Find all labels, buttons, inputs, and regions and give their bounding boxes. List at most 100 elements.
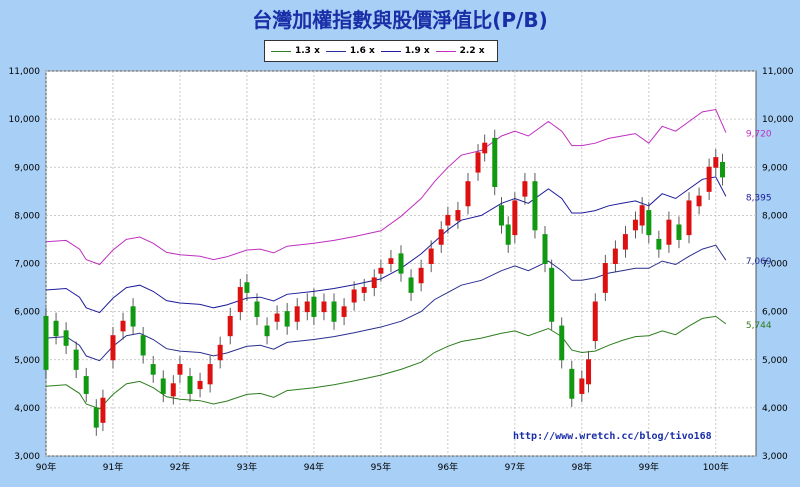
- y-tick-label-left: 9,000: [14, 163, 40, 173]
- candle-body: [475, 152, 481, 173]
- y-tick-label-left: 5,000: [14, 356, 40, 366]
- watermark-url: http://www.wretch.cc/blog/tivo168: [513, 431, 712, 442]
- pb-line-22: [45, 108, 727, 266]
- candle-body: [505, 224, 511, 245]
- pb-end-label: 8,395: [746, 193, 772, 203]
- legend-swatch: [271, 50, 291, 52]
- pb-end-label: 7,069: [746, 257, 772, 267]
- candle-body: [294, 306, 300, 322]
- candle-body: [622, 234, 628, 250]
- legend-item: 1.3 x: [271, 46, 320, 56]
- y-tick-label-left: 6,000: [14, 308, 40, 318]
- candle-body: [706, 166, 712, 192]
- candle-body: [177, 364, 183, 375]
- candle-body: [150, 364, 156, 375]
- candle-body: [512, 200, 518, 236]
- candle-body: [93, 407, 99, 428]
- candle-body: [341, 306, 347, 317]
- legend-label: 1.6 x: [349, 46, 375, 56]
- candle-body: [170, 383, 176, 397]
- candle-body: [445, 214, 451, 226]
- candle-body: [264, 325, 270, 337]
- candle-body: [542, 234, 548, 264]
- candle-body: [612, 248, 618, 264]
- candle-body: [254, 301, 260, 317]
- y-tick-label-right: 11,000: [762, 67, 794, 77]
- candle-body: [197, 380, 203, 390]
- candle-body: [592, 301, 598, 341]
- x-tick-label: 94年: [304, 461, 324, 473]
- pb-line-16: [45, 244, 727, 362]
- candle-body: [676, 224, 682, 240]
- x-tick-label: 92年: [170, 461, 190, 473]
- candle-body: [666, 219, 672, 245]
- candle-body: [713, 157, 719, 168]
- candle-body: [656, 238, 662, 250]
- pb-end-label: 9,720: [746, 130, 772, 140]
- candle-body: [602, 263, 608, 293]
- legend-item: 2.2 x: [435, 46, 485, 56]
- candle-body: [140, 335, 146, 356]
- legend-swatch: [325, 50, 346, 52]
- candle-body: [388, 258, 394, 264]
- x-tick-label: 96年: [438, 461, 458, 473]
- candle-body: [696, 195, 702, 207]
- candle-body: [639, 205, 645, 226]
- y-tick-label-left: 4,000: [14, 404, 40, 414]
- y-tick-label-left: 8,000: [14, 211, 40, 221]
- pb-line-19: [45, 176, 727, 314]
- candle-body: [438, 229, 444, 245]
- candle-body: [217, 344, 223, 361]
- candle-body: [686, 200, 692, 236]
- candle-body: [720, 161, 726, 178]
- candle-body: [63, 330, 69, 346]
- y-tick-label-left: 10,000: [9, 115, 41, 125]
- chart-title: 台灣加權指數與股價淨值比(P/B): [252, 8, 548, 32]
- candle-body: [100, 397, 106, 423]
- candle-body: [579, 378, 585, 394]
- legend-item: 1.9 x: [380, 46, 430, 56]
- candle-body: [110, 335, 116, 361]
- pb-line-13: [45, 315, 727, 410]
- candle-body: [532, 181, 538, 231]
- candle-body: [284, 311, 290, 327]
- candle-body: [482, 142, 488, 154]
- legend-label: 1.3 x: [295, 46, 320, 56]
- candle-body: [83, 376, 89, 394]
- candle-body: [160, 378, 166, 394]
- y-tick-label-right: 3,000: [762, 452, 788, 462]
- y-tick-label-left: 11,000: [9, 67, 41, 77]
- candle-body: [311, 296, 317, 317]
- legend-label: 2.2 x: [459, 46, 485, 56]
- candle-body: [522, 181, 528, 197]
- x-tick-label: 93年: [237, 461, 257, 473]
- y-tick-label-right: 7,000: [762, 260, 788, 270]
- candle-body: [331, 301, 337, 322]
- candle-body: [498, 205, 504, 226]
- x-tick-label: 95年: [371, 461, 391, 473]
- x-tick-label: 98年: [572, 461, 592, 473]
- legend: 1.3 x 1.6 x 1.9 x 2.2 x: [264, 40, 498, 62]
- legend-swatch: [435, 50, 456, 52]
- candle-body: [73, 349, 79, 370]
- candle-body: [398, 253, 404, 274]
- y-tick-label-right: 8,000: [762, 211, 788, 221]
- x-tick-label: 99年: [639, 461, 659, 473]
- candle-body: [351, 289, 357, 303]
- candle-body: [559, 325, 565, 361]
- candle-body: [227, 315, 233, 337]
- candle-body: [418, 267, 424, 284]
- candle-body: [53, 320, 59, 337]
- candle-body: [237, 287, 243, 313]
- legend-item: 1.6 x: [325, 46, 375, 56]
- candle-body: [378, 267, 384, 274]
- candle-body: [455, 210, 461, 221]
- y-tick-label-left: 7,000: [14, 260, 40, 270]
- x-tick-label: 97年: [505, 461, 525, 473]
- y-tick-label-right: 9,000: [762, 163, 788, 173]
- candle-body: [43, 315, 49, 370]
- candle-body: [569, 368, 575, 399]
- candle-body: [408, 277, 414, 293]
- candle-body: [244, 282, 250, 293]
